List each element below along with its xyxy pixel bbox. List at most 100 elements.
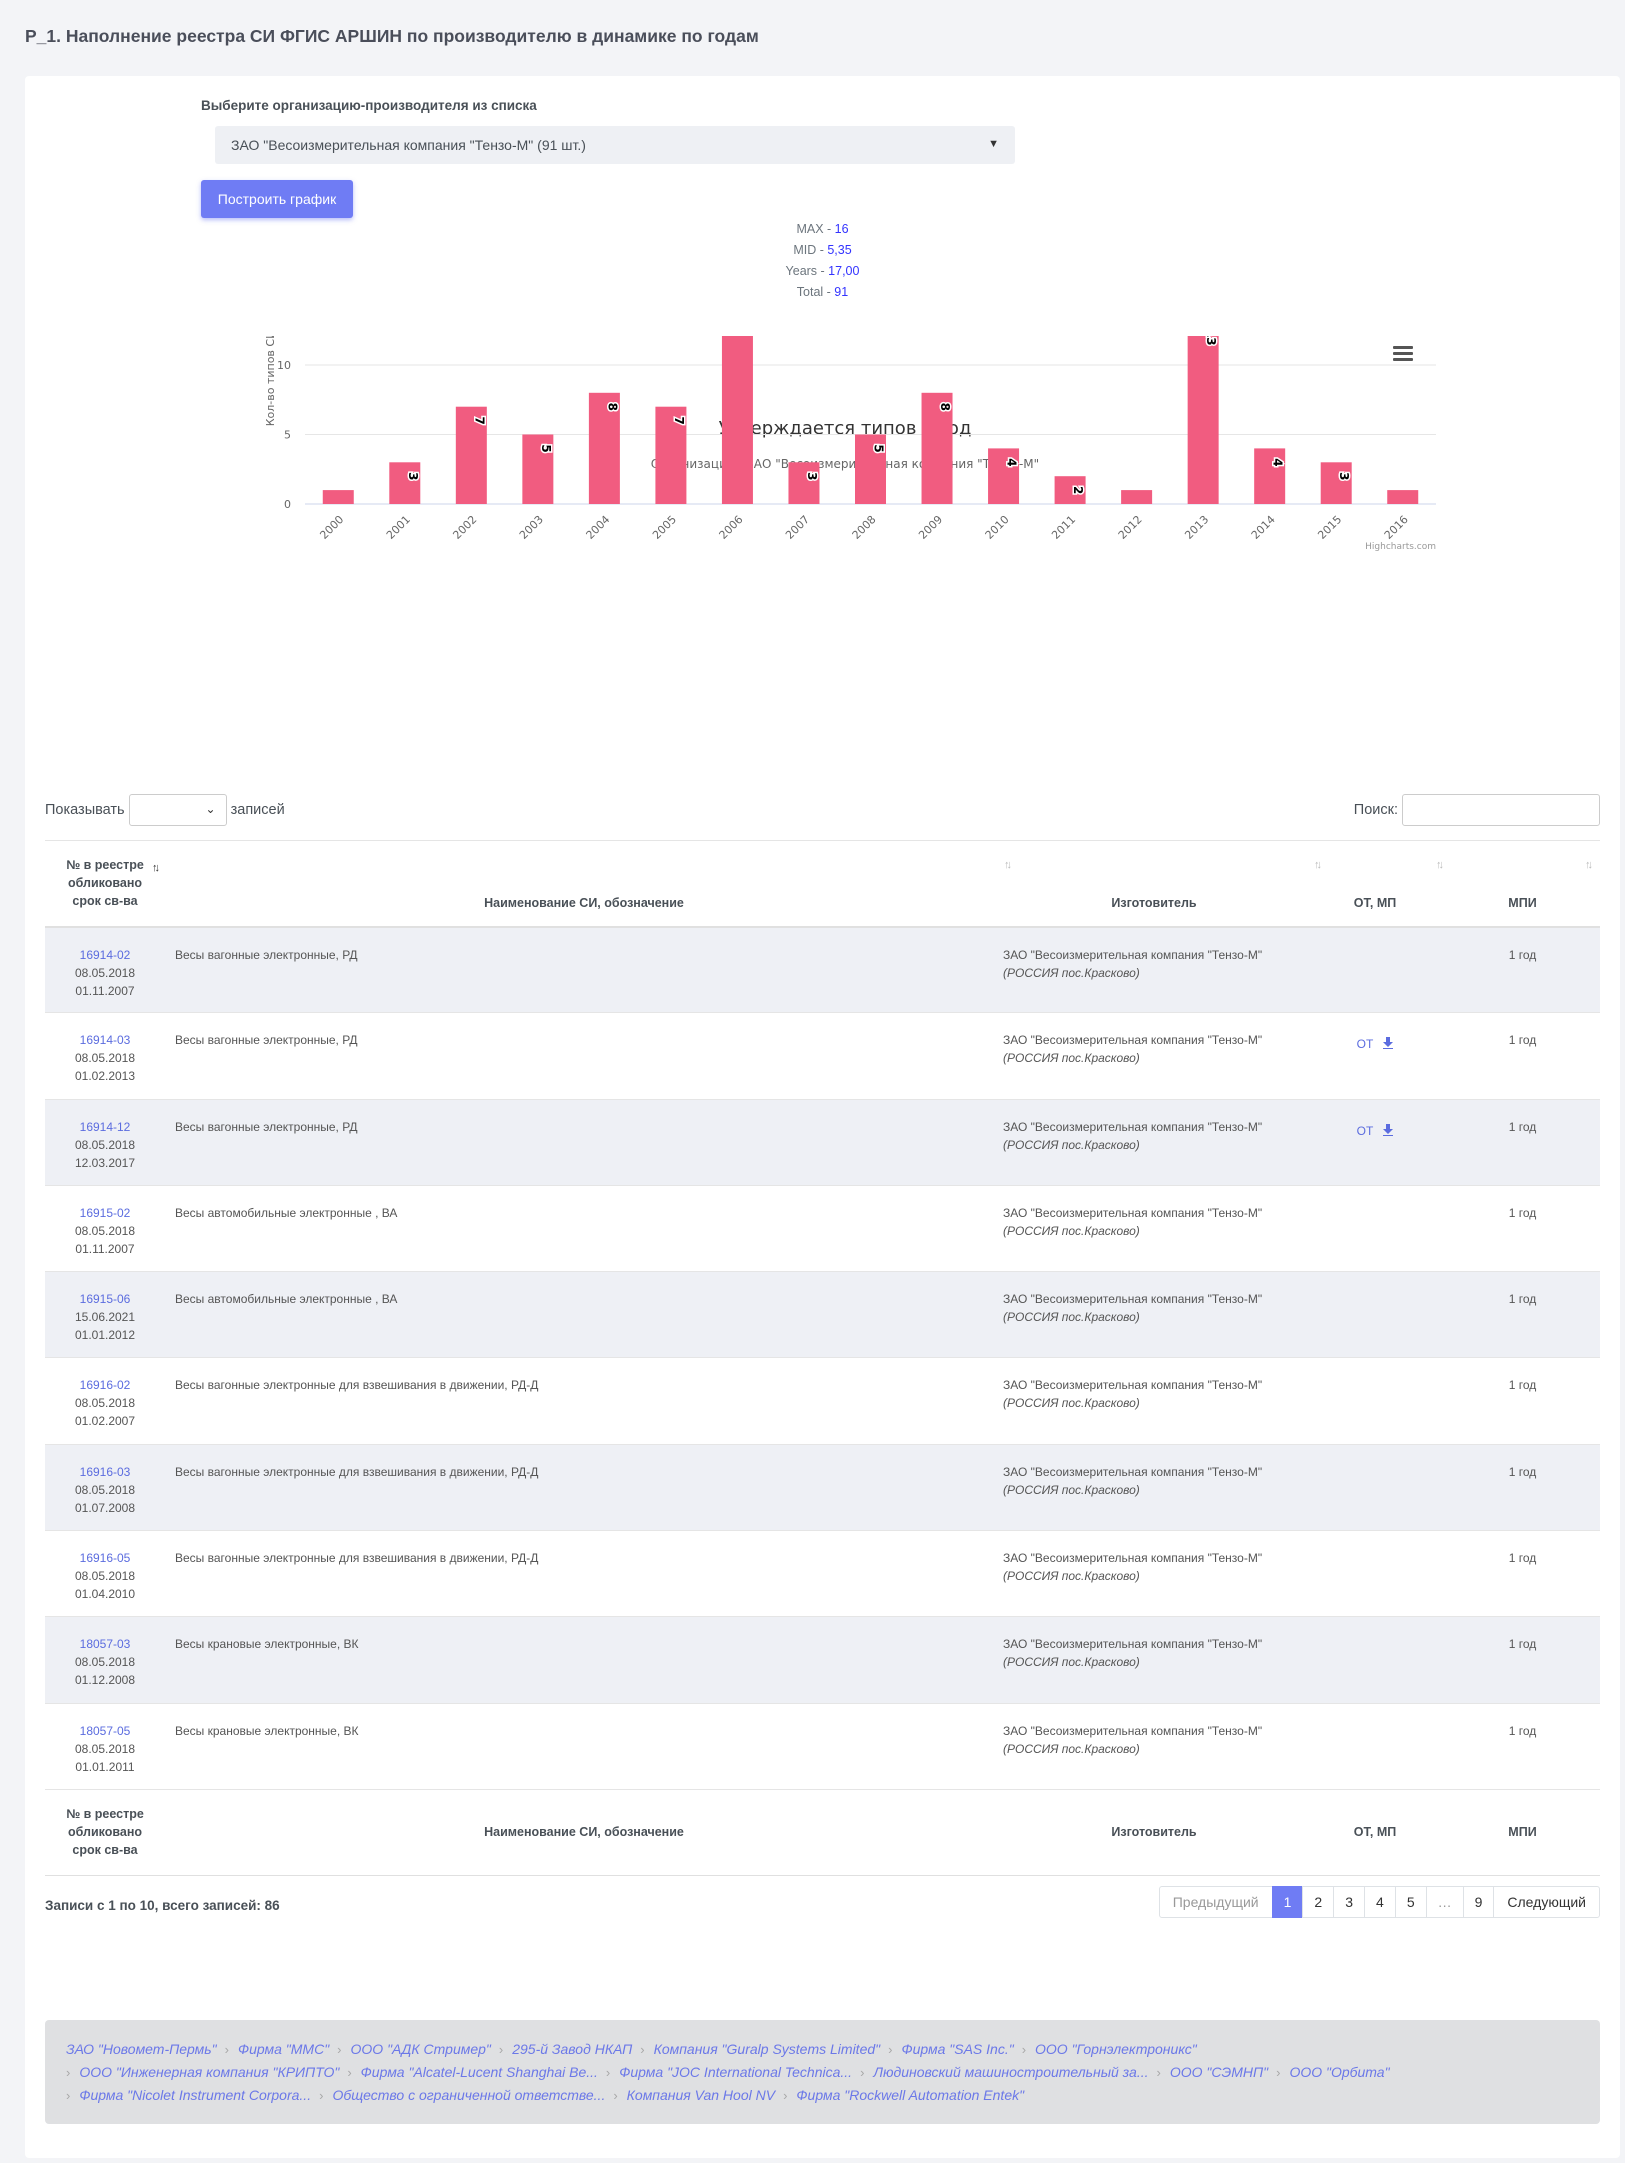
certificate-date: 01.01.2012 <box>74 1328 136 1343</box>
registry-number-link[interactable]: 16915-06 <box>79 1292 131 1307</box>
registry-number-link[interactable]: 16916-02 <box>79 1378 131 1393</box>
instrument-name: Весы крановые электронные, ВК <box>165 1703 1003 1790</box>
registry-cell: 16916-02 08.05.2018 01.02.2007 <box>45 1357 165 1445</box>
organization-select-value: ЗАО "Весоизмерительная компания "Тензо-М… <box>231 137 586 153</box>
registry-number-link[interactable]: 16915-02 <box>79 1205 131 1220</box>
certificate-date: 12.03.2017 <box>74 1155 136 1170</box>
instrument-name: Весы вагонные электронные, РД <box>165 1012 1003 1100</box>
organization-link[interactable]: Фирма "SAS Inc." <box>901 2041 1014 2057</box>
pager-page[interactable]: 1 <box>1271 1886 1304 1918</box>
mpi-cell: 1 год <box>1445 1271 1600 1359</box>
stat-mid: MID - 5,35 <box>793 243 852 257</box>
pager-page[interactable]: 9 <box>1462 1886 1495 1918</box>
ot-link[interactable]: ОТ <box>1356 1037 1374 1052</box>
table-row: 16915-02 08.05.2018 01.11.2007 Весы автомоб… <box>45 1185 1600 1273</box>
data-label: 4 <box>1271 458 1285 466</box>
organization-link[interactable]: Фирма "Rockwell Automation Entek" <box>796 2087 1025 2103</box>
registry-number-link[interactable]: 16914-02 <box>79 947 131 962</box>
manufacturer-cell: ЗАО "Весоизмерительная компания "Тензо-М… <box>1003 926 1305 1014</box>
organization-select[interactable]: ЗАО "Весоизмерительная компания "Тензо-М… <box>215 126 1015 164</box>
registry-number-link[interactable]: 18057-03 <box>79 1637 131 1652</box>
organization-link[interactable]: ООО "АДК Стример" <box>350 2041 491 2057</box>
header-name[interactable]: Наименование СИ, обозначение ↑↓ <box>165 840 1012 928</box>
registry-number-link[interactable]: 16916-05 <box>79 1551 131 1566</box>
manufacturer-country: (РОССИЯ пос.Красково) <box>1003 1310 1140 1325</box>
manufacturer-country: (РОССИЯ пос.Красково) <box>1003 1655 1140 1670</box>
bar <box>1054 476 1086 504</box>
x-tick-label: 2008 <box>850 513 879 542</box>
organization-link[interactable]: Фирма "Nicolet Instrument Corpora... <box>79 2087 312 2103</box>
registry-number-link[interactable]: 16914-03 <box>79 1033 131 1048</box>
published-date: 08.05.2018 <box>74 1569 136 1584</box>
chart-menu-icon[interactable] <box>1393 346 1413 362</box>
chart-subtitle: Организация - ЗАО "Весоизмерительная ком… <box>651 457 1039 471</box>
header-registry-number[interactable]: № в реестре обликовано срок св-ва ↑↓ <box>45 840 165 928</box>
organization-link[interactable]: ЗАО "Новомет-Пермь" <box>66 2041 217 2057</box>
manufacturer-name: ЗАО "Весоизмерительная компания "Тензо-М… <box>1003 1551 1263 1566</box>
y-tick-label: 0 <box>284 498 291 511</box>
build-chart-button[interactable]: Построить график <box>201 180 353 218</box>
manufacturer-cell: ЗАО "Весоизмерительная компания "Тензо-М… <box>1003 1271 1305 1359</box>
chevron-right-icon: › <box>783 2088 788 2103</box>
organization-link[interactable]: ООО "Горнэлектроникс" <box>1035 2041 1197 2057</box>
search-input[interactable] <box>1402 794 1600 826</box>
chevron-right-icon: › <box>337 2042 342 2057</box>
ot-mp-cell: ОТ <box>1305 1099 1445 1186</box>
bar <box>455 406 487 504</box>
y-axis-label: Кол-во типов СИ, шт. <box>264 336 277 426</box>
organization-link[interactable]: ООО "СЭМНП" <box>1169 2064 1269 2080</box>
organization-link[interactable]: 295-й Завод НКАП <box>512 2041 633 2057</box>
organization-link[interactable]: Фирма "ММС" <box>237 2041 330 2057</box>
table-row: 16914-02 08.05.2018 01.11.2007 Весы вагонны… <box>45 926 1600 1014</box>
organization-link[interactable]: Людиновский машиностроительный за... <box>873 2064 1149 2080</box>
pager-page[interactable]: 5 <box>1394 1886 1427 1918</box>
x-tick-label: 2011 <box>1049 513 1078 542</box>
organization-link[interactable]: ООО "Орбита" <box>1289 2064 1390 2080</box>
bar <box>988 448 1020 504</box>
x-tick-label: 2012 <box>1116 513 1145 542</box>
table-row: 16915-06 15.06.2021 01.01.2012 Весы автомоб… <box>45 1271 1600 1359</box>
sort-icon: ↑↓ <box>1585 859 1593 871</box>
length-select[interactable]: ⌄ <box>128 794 227 826</box>
registry-number-link[interactable]: 16916-03 <box>79 1464 131 1479</box>
table-row: 18057-05 08.05.2018 01.01.2011 Весы крановы… <box>45 1703 1600 1790</box>
footer-ot-mp: ОТ, МП <box>1305 1788 1445 1876</box>
bar <box>1254 448 1286 504</box>
download-icon[interactable] <box>1383 1037 1394 1050</box>
manufacturer-country: (РОССИЯ пос.Красково) <box>1003 1051 1140 1066</box>
ot-link[interactable]: ОТ <box>1356 1123 1374 1138</box>
pager-previous[interactable]: Предыдущий <box>1158 1886 1273 1918</box>
pager-next[interactable]: Следующий <box>1493 1886 1600 1918</box>
organization-link[interactable]: ООО "Инженерная компания "КРИПТО" <box>79 2064 340 2080</box>
registry-number-link[interactable]: 16914-12 <box>79 1119 131 1134</box>
registry-number-link[interactable]: 18057-05 <box>79 1723 131 1738</box>
header-ot-mp[interactable]: ОТ, МП ↑↓ <box>1305 840 1445 928</box>
manufacturer-cell: ЗАО "Весоизмерительная компания "Тензо-М… <box>1003 1703 1305 1790</box>
organization-link[interactable]: Фирма "JOC International Technica... <box>619 2064 853 2080</box>
sort-icon: ↑↓ <box>1436 859 1444 871</box>
organization-link[interactable]: Фирма "Alcatel-Lucent Shanghai Be... <box>360 2064 598 2080</box>
download-icon[interactable] <box>1383 1123 1394 1136</box>
organization-link[interactable]: Общество с ограниченной ответстве... <box>332 2087 606 2103</box>
mpi-cell: 1 год <box>1445 1099 1600 1186</box>
manufacturer-country: (РОССИЯ пос.Красково) <box>1003 1741 1140 1756</box>
pager-page[interactable]: 4 <box>1364 1886 1396 1918</box>
x-tick-label: 2000 <box>317 513 346 542</box>
data-label: 2 <box>1071 486 1085 494</box>
x-tick-label: 2013 <box>1182 513 1211 542</box>
organization-link[interactable]: Компания Van Hool NV <box>626 2087 776 2103</box>
pager-page[interactable]: 3 <box>1333 1886 1366 1918</box>
organization-link[interactable]: Компания "Guralp Systems Limited" <box>653 2041 881 2057</box>
header-manufacturer[interactable]: Изготовитель ↑↓ <box>1003 840 1322 928</box>
published-date: 08.05.2018 <box>74 1655 136 1670</box>
chevron-right-icon: › <box>605 2065 611 2080</box>
mpi-cell: 1 год <box>1445 1616 1600 1704</box>
header-mpi[interactable]: МПИ ↑↓ <box>1445 840 1600 928</box>
chevron-right-icon: › <box>860 2065 865 2080</box>
pager-page[interactable]: 2 <box>1302 1886 1335 1918</box>
bar <box>522 434 554 504</box>
bar <box>1320 462 1352 504</box>
manufacturer-name: ЗАО "Весоизмерительная компания "Тензо-М… <box>1003 1637 1263 1652</box>
data-label: 3 <box>406 472 420 480</box>
manufacturer-cell: ЗАО "Весоизмерительная компания "Тензо-М… <box>1003 1616 1305 1704</box>
